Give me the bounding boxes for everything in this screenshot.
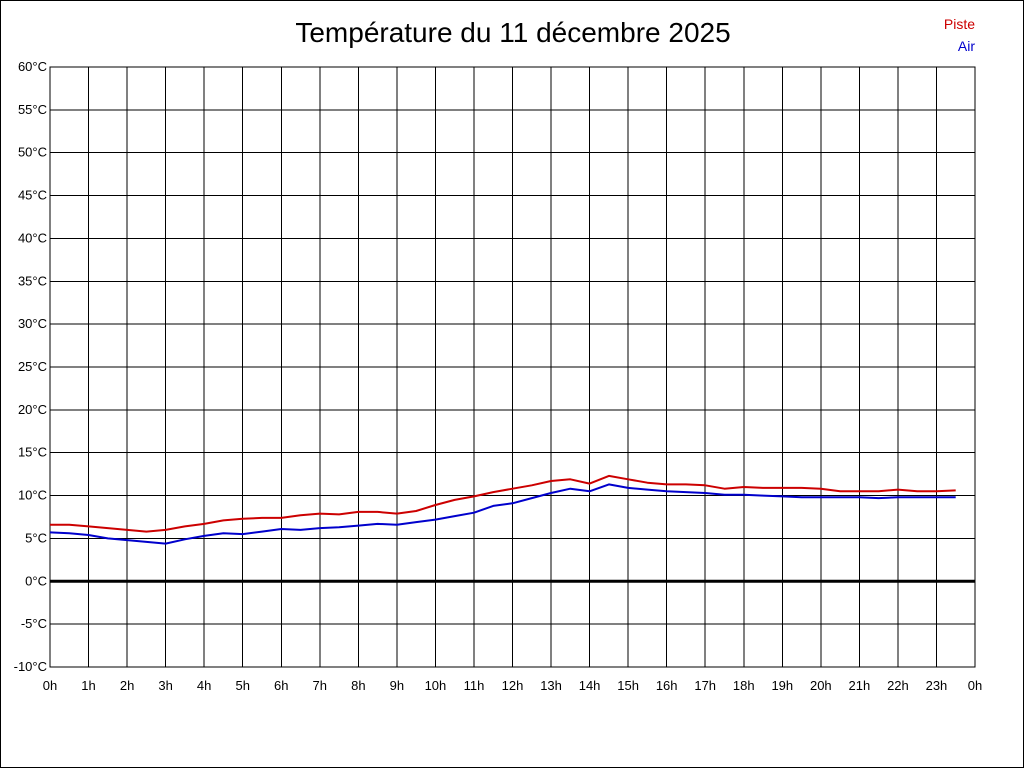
x-tick-label: 23h xyxy=(926,678,948,693)
x-tick-label: 2h xyxy=(120,678,134,693)
x-tick-label: 0h xyxy=(968,678,982,693)
y-tick-label: 50°C xyxy=(18,145,47,160)
legend-entry-piste: Piste xyxy=(943,16,975,32)
plot-border xyxy=(49,66,976,668)
x-tick-label: 11h xyxy=(464,678,485,693)
x-tick-label: 9h xyxy=(390,678,404,693)
x-tick-label: 3h xyxy=(158,678,172,693)
y-tick-label: 55°C xyxy=(18,102,47,117)
y-tick-label: 0°C xyxy=(25,573,47,588)
y-tick-label: -5°C xyxy=(21,616,47,631)
x-tick-label: 13h xyxy=(540,678,562,693)
x-tick-label: 0h xyxy=(43,678,57,693)
x-tick-label: 8h xyxy=(351,678,365,693)
x-tick-label: 21h xyxy=(849,678,871,693)
x-tick-label: 7h xyxy=(313,678,327,693)
y-tick-label: 30°C xyxy=(18,316,47,331)
x-tick-label: 1h xyxy=(81,678,95,693)
x-tick-label: 19h xyxy=(771,678,793,693)
y-tick-label: 25°C xyxy=(18,359,47,374)
y-tick-label: 15°C xyxy=(18,445,47,460)
y-tick-label: 40°C xyxy=(18,230,47,245)
y-tick-label: 5°C xyxy=(25,530,47,545)
x-tick-label: 4h xyxy=(197,678,211,693)
x-tick-label: 6h xyxy=(274,678,288,693)
y-tick-label: 60°C xyxy=(18,59,47,74)
x-tick-label: 10h xyxy=(425,678,447,693)
x-tick-label: 5h xyxy=(235,678,249,693)
y-tick-label: 35°C xyxy=(18,273,47,288)
x-tick-label: 16h xyxy=(656,678,678,693)
x-tick-label: 18h xyxy=(733,678,755,693)
chart-title: Température du 11 décembre 2025 xyxy=(295,17,731,48)
y-tick-label: 20°C xyxy=(18,402,47,417)
y-tick-label: 10°C xyxy=(18,488,47,503)
legend-entry-air: Air xyxy=(957,38,975,54)
y-tick-label: 45°C xyxy=(18,188,47,203)
x-tick-label: 20h xyxy=(810,678,832,693)
x-tick-label: 12h xyxy=(502,678,524,693)
legend: Piste Air xyxy=(944,13,975,57)
x-tick-label: 15h xyxy=(617,678,639,693)
y-tick-label: -10°C xyxy=(14,659,47,674)
series-line-air xyxy=(49,483,956,545)
x-tick-label: 17h xyxy=(694,678,716,693)
x-tick-label: 22h xyxy=(887,678,909,693)
series-line-piste xyxy=(50,474,956,533)
x-tick-label: 14h xyxy=(579,678,601,693)
